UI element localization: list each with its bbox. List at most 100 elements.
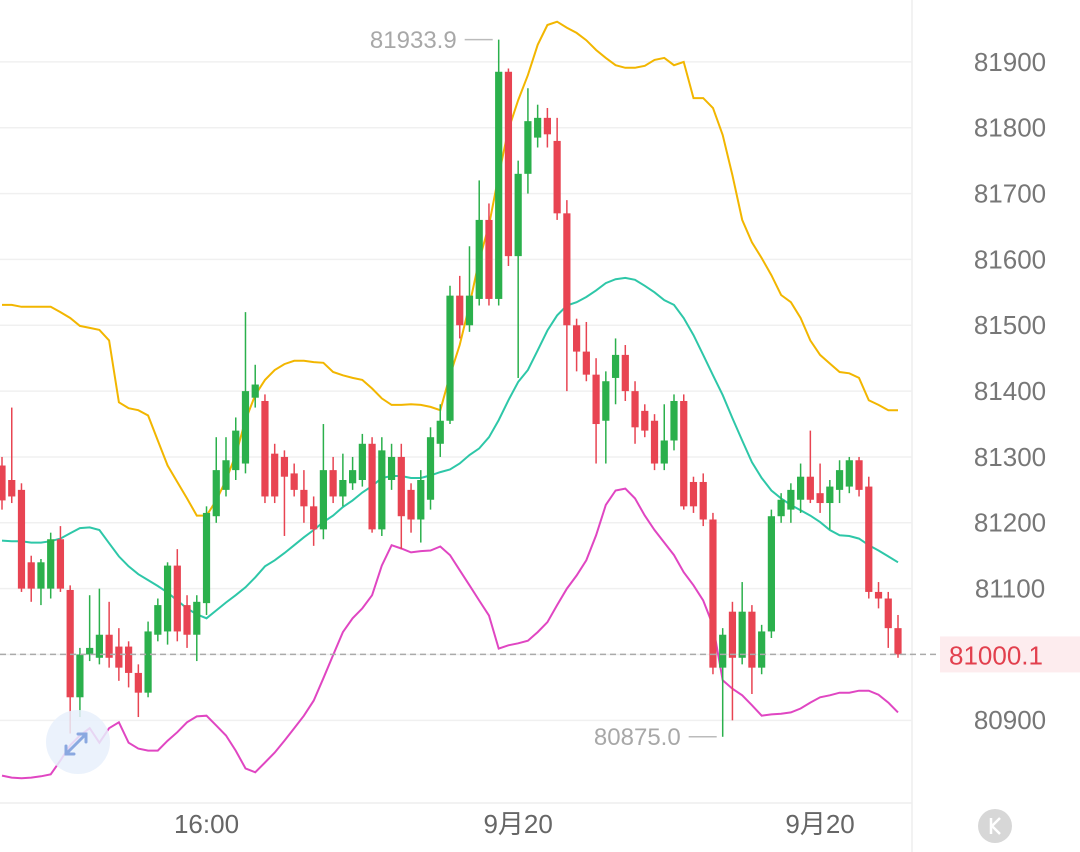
- candle-body: [212, 470, 220, 517]
- grid: 8090081000811008120081300814008150081600…: [0, 47, 1046, 839]
- last-price-label: 81000.1: [949, 640, 1043, 670]
- candle-body: [76, 654, 84, 698]
- y-tick-label: 80900: [974, 705, 1046, 735]
- candle-body: [524, 121, 532, 174]
- high-label: 81933.9: [370, 27, 457, 54]
- candle-body: [748, 611, 756, 668]
- candle-body: [495, 71, 503, 299]
- candle-body: [504, 71, 513, 257]
- candle-body: [436, 420, 444, 444]
- zoom-icon: [64, 732, 88, 756]
- candle-body: [17, 489, 26, 589]
- candles: [0, 39, 902, 737]
- candle-body: [641, 410, 649, 431]
- candle-body: [884, 598, 892, 629]
- candle-body: [144, 631, 152, 693]
- candle-body: [397, 456, 405, 517]
- candle-body: [27, 562, 35, 589]
- candle-body: [387, 456, 396, 480]
- candle-body: [47, 539, 55, 589]
- candle-body: [894, 628, 902, 655]
- k-button[interactable]: [978, 809, 1012, 843]
- candle-body: [280, 456, 289, 477]
- candle-body: [874, 591, 883, 599]
- candle-body: [56, 539, 65, 589]
- candle-body: [271, 453, 279, 497]
- x-tick-label: 16:00: [174, 809, 239, 839]
- band-line: [1, 487, 899, 780]
- candle-body: [300, 489, 308, 507]
- candle-body: [475, 219, 483, 299]
- low-label: 80875.0: [594, 724, 681, 751]
- candle-body: [777, 499, 785, 517]
- candle-body: [193, 601, 201, 635]
- candle-body: [767, 516, 775, 632]
- candle-body: [660, 440, 668, 464]
- candle-body: [465, 295, 474, 326]
- candle-body: [86, 647, 94, 655]
- candle-body: [816, 493, 824, 504]
- candle-body: [368, 443, 376, 530]
- candle-body: [241, 391, 250, 464]
- candle-body: [202, 512, 211, 604]
- candle-body: [339, 480, 347, 497]
- candle-body: [183, 605, 191, 635]
- candle-body: [456, 295, 464, 326]
- band-line: [1, 276, 899, 620]
- candle-body: [426, 437, 435, 500]
- candle-body: [758, 631, 766, 668]
- y-tick-label: 81400: [974, 376, 1046, 406]
- candle-body: [329, 470, 337, 497]
- zoom-button[interactable]: [46, 710, 110, 774]
- candle-body: [602, 381, 610, 421]
- y-tick-label: 81900: [974, 47, 1046, 77]
- last-price-box: [940, 636, 1080, 673]
- y-tick-label: 81100: [975, 574, 1045, 604]
- candle-body: [8, 480, 16, 497]
- candle-body: [865, 486, 873, 592]
- candle-body: [417, 480, 425, 520]
- y-tick-label: 81800: [974, 113, 1046, 143]
- candle-body: [154, 605, 162, 635]
- candle-body: [37, 562, 45, 589]
- band-line: [2, 20, 898, 517]
- candle-body: [709, 519, 717, 668]
- k-button-bg: [978, 809, 1012, 843]
- candle-body: [66, 589, 74, 698]
- candle-body: [573, 325, 581, 352]
- overlay: 81933.9 80875.0 81000.1: [0, 27, 1080, 751]
- candle-body: [845, 460, 853, 487]
- candle-body: [553, 140, 561, 214]
- candle-body: [699, 481, 707, 520]
- candle-body: [290, 473, 298, 490]
- candle-body: [446, 295, 454, 421]
- candle-body: [349, 470, 357, 484]
- candle-body: [611, 354, 620, 378]
- candle-body: [261, 400, 269, 497]
- y-tick-label: 81500: [974, 310, 1046, 340]
- candle-body: [689, 481, 698, 507]
- candle-body: [855, 460, 863, 490]
- y-tick-label: 81200: [974, 508, 1046, 538]
- candle-body: [378, 450, 386, 530]
- candle-body: [543, 117, 551, 135]
- candle-body: [826, 486, 834, 504]
- y-tick-label: 81600: [974, 244, 1046, 274]
- candle-body: [592, 374, 600, 425]
- candle-body: [232, 430, 240, 471]
- candle-body: [125, 646, 133, 673]
- candle-body: [738, 611, 746, 658]
- x-tick-label: 9月20: [483, 809, 552, 839]
- candle-body: [163, 565, 172, 632]
- candle-body: [134, 672, 142, 693]
- candle-body: [0, 465, 6, 501]
- candle-body: [319, 470, 327, 530]
- candle-body: [310, 506, 318, 530]
- candle-body: [95, 634, 103, 658]
- candle-body: [806, 476, 814, 500]
- candle-body: [670, 400, 678, 441]
- candle-body: [514, 173, 522, 257]
- candle-body: [251, 384, 259, 398]
- candle-body: [650, 420, 659, 464]
